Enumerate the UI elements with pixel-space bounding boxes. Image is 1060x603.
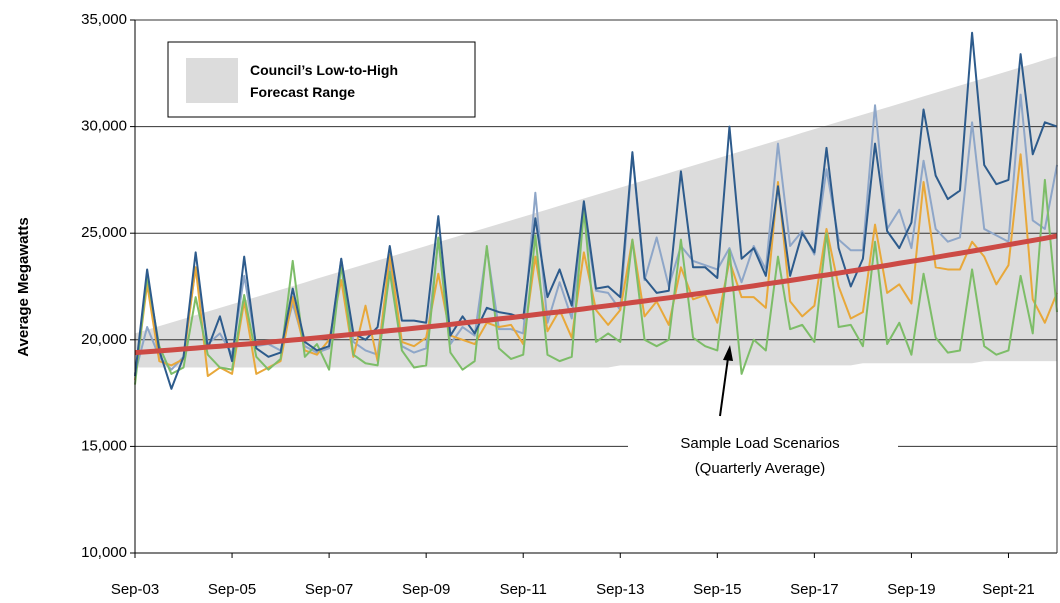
- y-tick-label: 25,000: [81, 224, 127, 241]
- x-tick-label: Sep-03: [111, 581, 159, 598]
- y-tick-label: 20,000: [81, 331, 127, 348]
- series-line: [134, 31, 1058, 390]
- legend-label: Council’s Low-to-High Forecast Range: [250, 62, 399, 100]
- forecast-range: [135, 56, 1057, 368]
- x-tick-label: Sep-05: [208, 581, 256, 598]
- annotation-text: (Quarterly Average): [695, 460, 826, 477]
- x-tick-label: Sep-15: [693, 581, 741, 598]
- x-tick-label: Sep-19: [887, 581, 935, 598]
- x-tick-label: Sep-09: [402, 581, 450, 598]
- annotation-arrowhead: [723, 345, 733, 361]
- annotation-background: [628, 430, 898, 482]
- x-tick-label: Sept-21: [982, 581, 1035, 598]
- x-tick-label: Sep-13: [596, 581, 644, 598]
- y-tick-label: 15,000: [81, 437, 127, 454]
- x-tick-label: Sep-17: [790, 581, 838, 598]
- y-tick-label: 10,000: [81, 544, 127, 561]
- annotation-text: Sample Load Scenarios: [680, 435, 839, 452]
- y-axis-label: Average Megawatts: [15, 217, 32, 357]
- x-tick-label: Sep-07: [305, 581, 353, 598]
- annotation-arrow: [719, 357, 729, 417]
- series-line: [134, 233, 1058, 356]
- x-tick-label: Sep-11: [500, 581, 547, 598]
- series-line: [134, 178, 1058, 385]
- legend-swatch: [186, 58, 238, 103]
- y-tick-label: 30,000: [81, 118, 127, 135]
- series-line: [134, 153, 1058, 381]
- y-tick-label: 35,000: [81, 11, 127, 28]
